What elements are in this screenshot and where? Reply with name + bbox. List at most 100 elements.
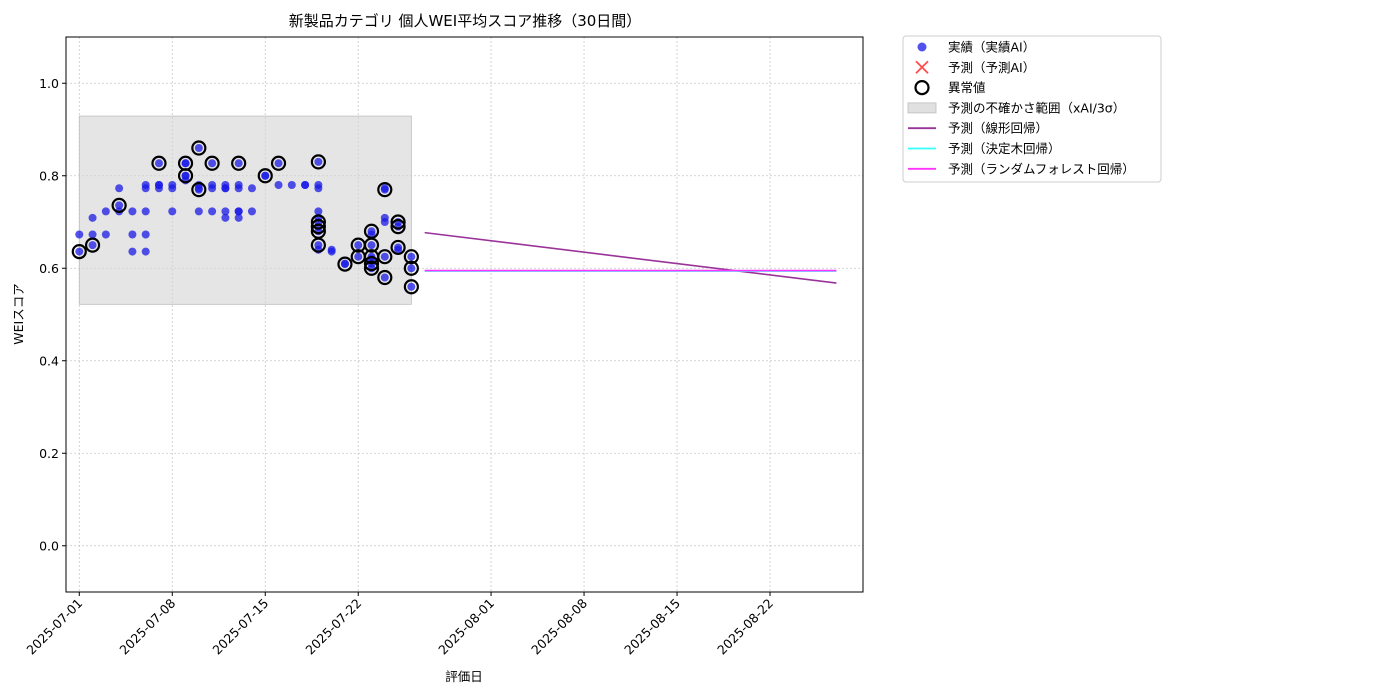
anomaly-marker <box>71 244 87 260</box>
actual-point <box>168 181 177 189</box>
x-tick-label: 2025-07-15 <box>209 596 271 658</box>
actual-point <box>88 241 97 250</box>
anomaly-marker <box>310 237 326 253</box>
actual-point <box>221 207 230 216</box>
actual-point <box>354 252 363 261</box>
legend-label: 予測（線形回帰） <box>948 121 1048 136</box>
legend-label: 実績（実績AI） <box>948 40 1035 55</box>
actual-point <box>141 207 150 216</box>
y-tick-label: 0.4 <box>39 353 59 368</box>
actual-point <box>234 213 243 222</box>
x-tick-label: 2025-08-22 <box>714 596 776 658</box>
legend-marker-x <box>915 60 929 74</box>
actual-point <box>234 184 243 193</box>
anomaly-marker <box>270 155 287 171</box>
anomaly-marker <box>231 155 247 171</box>
actual-point <box>115 201 124 210</box>
actual-point <box>194 207 203 216</box>
anomaly-marker <box>310 154 326 170</box>
actual-point <box>115 184 124 193</box>
forecast-line <box>424 231 837 284</box>
actual-point <box>221 184 230 193</box>
actual-point <box>407 264 416 273</box>
actual-point <box>247 207 256 216</box>
actual-point <box>101 207 110 216</box>
y-axis-ticks: 0.0 0.2 0.4 0.6 0.8 1.0 <box>39 76 66 553</box>
actual-point <box>380 218 389 226</box>
actual-point <box>287 181 296 189</box>
actual-point <box>234 207 243 216</box>
anomaly-marker <box>377 182 393 198</box>
actual-point <box>154 181 163 189</box>
actual-point <box>261 171 270 180</box>
x-tick-label: 2025-08-08 <box>528 595 590 657</box>
actual-point <box>141 247 150 256</box>
actual-point <box>194 144 203 152</box>
actual-point <box>380 252 389 261</box>
anomaly-marker <box>191 182 207 198</box>
actual-point <box>380 184 389 193</box>
anomaly-marker <box>390 214 406 230</box>
forecast-lines <box>424 231 837 284</box>
actual-point <box>221 213 230 222</box>
anomaly-marker <box>204 155 220 171</box>
x-tick-label: 2025-07-08 <box>116 595 178 657</box>
anomaly-marker <box>151 155 167 171</box>
actual-point <box>407 252 416 261</box>
legend-label: 予測（予測AI） <box>948 60 1035 75</box>
anomaly-marker <box>363 256 380 272</box>
actual-point <box>75 247 84 256</box>
legend-marker-patch <box>907 102 937 114</box>
actual-point <box>154 159 163 168</box>
actual-point <box>407 282 416 291</box>
legend-marker-dot <box>917 42 927 52</box>
anomaly-marker <box>257 168 273 184</box>
y-axis-label: WEIスコア <box>11 283 26 344</box>
plot-frame <box>65 36 864 593</box>
chart-title: 新製品カテゴリ 個人WEI平均スコア推移（30日間） <box>289 12 642 30</box>
actual-point <box>314 207 323 216</box>
x-tick-label: 2025-08-15 <box>621 596 683 658</box>
y-tick-label: 0.6 <box>39 261 59 276</box>
actual-point <box>181 159 190 168</box>
actual-point <box>75 230 84 239</box>
anomaly-marker <box>403 260 419 276</box>
anomaly-marker <box>310 219 326 235</box>
y-tick-label: 0.8 <box>39 168 59 183</box>
actual-point <box>274 181 283 189</box>
actual-point <box>208 184 217 193</box>
actual-point <box>141 181 150 189</box>
anomaly-marker <box>390 239 406 256</box>
x-axis-ticks: 2025-07-01 2025-07-08 2025-07-15 2025-07-22… <box>23 592 776 657</box>
legend-label: 予測（決定木回帰） <box>948 141 1061 156</box>
anomaly-markers <box>71 140 419 295</box>
legend-label: 予測（ランダムフォレスト回帰） <box>948 161 1135 176</box>
actual-point <box>88 213 97 222</box>
actual-point <box>128 247 137 256</box>
actual-point <box>208 207 217 216</box>
anomaly-marker <box>177 168 194 184</box>
anomaly-marker <box>403 279 419 295</box>
anomaly-marker <box>403 249 419 265</box>
anomaly-marker <box>363 260 380 276</box>
anomaly-marker <box>337 256 353 272</box>
actual-point <box>314 184 323 193</box>
anomaly-marker <box>390 219 406 235</box>
actual-point <box>247 184 256 193</box>
actual-point <box>394 245 403 254</box>
y-tick-label: 1.0 <box>39 76 59 91</box>
actual-point <box>208 159 217 168</box>
actual-point <box>327 245 336 254</box>
actual-point <box>101 230 110 239</box>
x-tick-label: 2025-08-01 <box>435 596 497 658</box>
legend-frame <box>902 35 1162 183</box>
actual-point <box>128 230 137 239</box>
y-tick-label: 0.2 <box>39 446 59 461</box>
anomaly-marker <box>310 214 326 230</box>
anomaly-marker <box>377 269 393 286</box>
actual-point <box>88 230 97 239</box>
actual-point <box>354 241 363 250</box>
anomaly-marker <box>111 197 127 213</box>
